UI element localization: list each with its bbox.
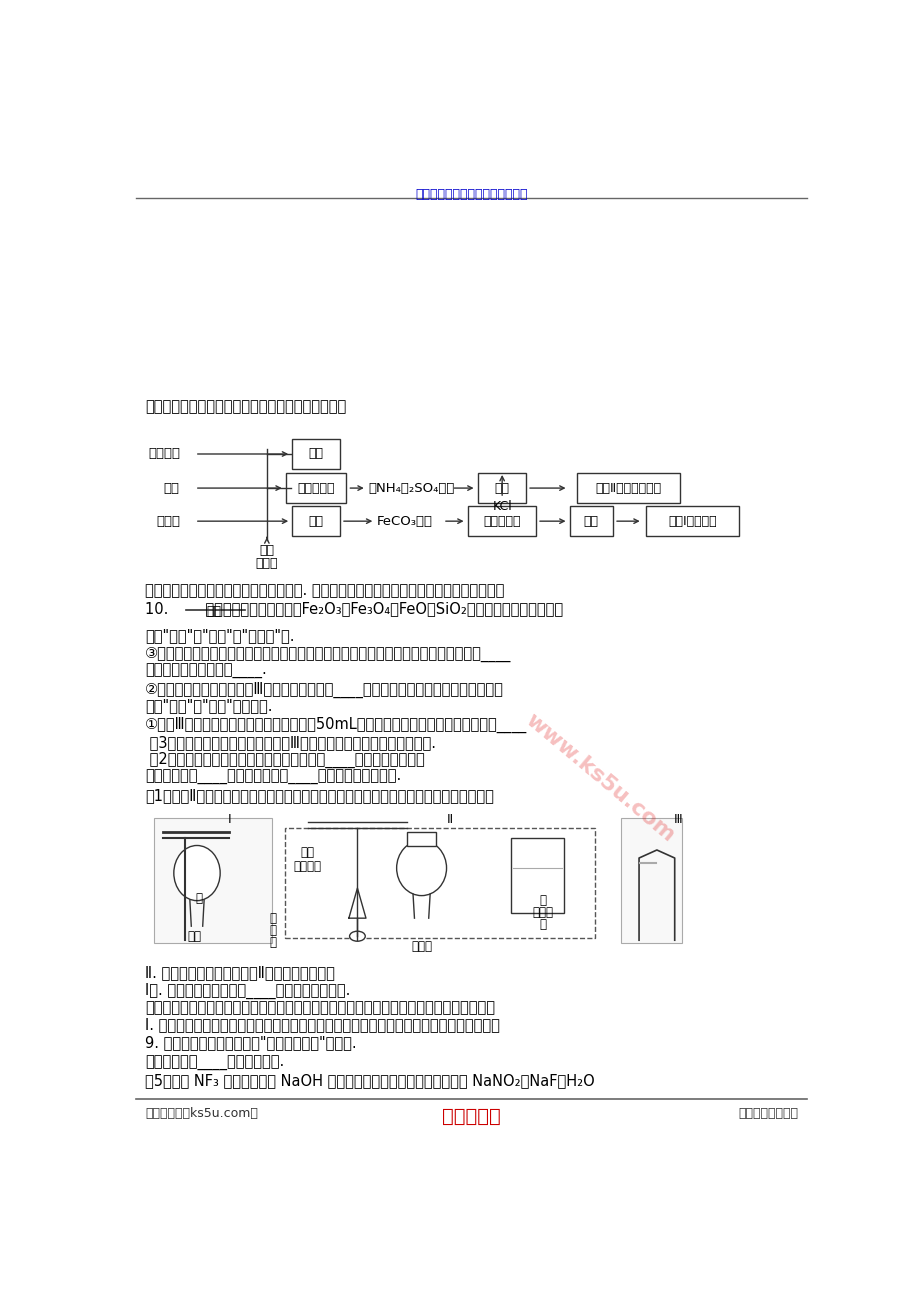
Bar <box>468 506 536 536</box>
Ellipse shape <box>349 931 365 941</box>
Text: （5）一旦 NF₃ 泄漏，可以用 NaOH 溶液喷淋的方法减少污染，其产物除 NaNO₂、NaF、H₂O: （5）一旦 NF₃ 泄漏，可以用 NaOH 溶液喷淋的方法减少污染，其产物除 N… <box>145 1074 594 1088</box>
Text: Ⅲ: Ⅲ <box>674 812 682 825</box>
Bar <box>510 838 563 913</box>
Text: 煅烧: 煅烧 <box>584 514 598 527</box>
Text: （1）按图Ⅱ组装仪器、添加药品，实验开始后，先将浓盐酸插入试管，试管中发生反应的: （1）按图Ⅱ组装仪器、添加药品，实验开始后，先将浓盐酸插入试管，试管中发生反应的 <box>145 788 494 803</box>
Ellipse shape <box>174 845 220 901</box>
Text: （2）点燃酒精灯后，玻璃管中出现的现象是____（至少答出两点）: （2）点燃酒精灯后，玻璃管中出现的现象是____（至少答出两点） <box>145 751 425 768</box>
Text: 产品Ⅰ（铁红）: 产品Ⅰ（铁红） <box>667 514 716 527</box>
Text: 10.        硫铁矿烧渣（主要成分为Fe₂O₃、Fe₃O₄、FeO、SiO₂等）是生产硫酸的工业废: 10. 硫铁矿烧渣（主要成分为Fe₂O₃、Fe₃O₄、FeO、SiO₂等）是生产… <box>145 602 562 616</box>
Bar <box>284 828 595 939</box>
Text: www.ks5u.com: www.ks5u.com <box>521 710 677 846</box>
Bar <box>620 818 681 943</box>
Bar <box>291 439 340 469</box>
Text: 烧渣: 烧渣 <box>259 544 274 557</box>
Bar <box>154 818 272 943</box>
Text: 盐: 盐 <box>269 924 277 937</box>
Text: 酸浸、过滤: 酸浸、过滤 <box>297 482 335 495</box>
Text: 粉末: 粉末 <box>301 846 314 859</box>
Text: Ⅰ: Ⅰ <box>227 812 231 825</box>
Text: 氢氧化: 氢氧化 <box>532 906 552 919</box>
Text: 焙烧: 焙烧 <box>308 514 323 527</box>
Text: 外，还肯定有____（填化学式）.: 外，还肯定有____（填化学式）. <box>145 1056 284 1070</box>
Text: 高温: 高温 <box>206 605 221 618</box>
Bar <box>645 506 738 536</box>
Text: 浓: 浓 <box>539 918 546 931</box>
Text: 您身边的高考专家: 您身边的高考专家 <box>737 1107 797 1120</box>
Text: 9. 甲、乙两同学欲分别完成"钠与氯气反应"的实验.: 9. 甲、乙两同学欲分别完成"钠与氯气反应"的实验. <box>145 1035 357 1051</box>
Text: 已知几种盐的溶解度随温度变化的曲线如下图所示：: 已知几种盐的溶解度随温度变化的曲线如下图所示： <box>145 398 346 414</box>
Text: ①若图Ⅲ所示量气装置由干燥管、乳胶管和50mL滴定管组装而成，此处所用滴定管是____: ①若图Ⅲ所示量气装置由干燥管、乳胶管和50mL滴定管组装而成，此处所用滴定管是_… <box>145 716 527 733</box>
Text: 高考资源网: 高考资源网 <box>442 1107 500 1126</box>
Text: 硫酸: 硫酸 <box>164 482 179 495</box>
Text: 上，用酒精灯微热，待钠熔成球状时，将盛有氯气的集气瓶迅速倒扣在钠的上方（装置如图: 上，用酒精灯微热，待钠熔成球状时，将盛有氯气的集气瓶迅速倒扣在钠的上方（装置如图 <box>145 1000 494 1016</box>
Bar <box>576 473 679 503</box>
Text: （NH₄）₂SO₄溶液: （NH₄）₂SO₄溶液 <box>368 482 454 495</box>
Text: Ⅱ. 乙同学所采用的装置如图Ⅱ，回答下列问题：: Ⅱ. 乙同学所采用的装置如图Ⅱ，回答下列问题： <box>145 965 335 980</box>
Text: KCl: KCl <box>492 500 512 513</box>
Text: Ⅰ. 甲同学的方案为：取一块绿豆大的金属钠（切去氧化层），用滤纸吸净煤油，放在石棉网: Ⅰ. 甲同学的方案为：取一块绿豆大的金属钠（切去氧化层），用滤纸吸净煤油，放在石… <box>145 1017 499 1032</box>
Text: 钠: 钠 <box>539 894 546 907</box>
Text: 高考资源网（ks5u.com）: 高考资源网（ks5u.com） <box>145 1107 257 1120</box>
Bar <box>407 832 436 846</box>
Text: FeCO₃固体: FeCO₃固体 <box>376 514 432 527</box>
Text: 硫铁矿: 硫铁矿 <box>255 557 278 570</box>
Ellipse shape <box>396 841 446 896</box>
Text: Ⅱ: Ⅱ <box>447 812 453 825</box>
Text: Ⅰ）. 该方案的不足之处有____（至少答出两点）.: Ⅰ）. 该方案的不足之处有____（至少答出两点）. <box>145 982 350 999</box>
Text: 碳酸氢铵: 碳酸氢铵 <box>148 448 180 461</box>
Text: （填"偏大"、"偏小"或"无影响"）.: （填"偏大"、"偏小"或"无影响"）. <box>145 629 294 643</box>
Text: 还原剂: 还原剂 <box>156 514 180 527</box>
Text: 合成: 合成 <box>308 448 323 461</box>
Text: ③如果开始读数时操作正确，最后读数时俯视右边滴定管液面，会导致所测气体的体积____: ③如果开始读数时操作正确，最后读数时俯视右边滴定管液面，会导致所测气体的体积__… <box>145 647 511 661</box>
Text: 离子方程式为____；待装置中出现____现象后，点燃酒精灯.: 离子方程式为____；待装置中出现____现象后，点燃酒精灯. <box>145 769 401 785</box>
Text: 氯气: 氯气 <box>187 930 201 943</box>
Text: （填"酸式"或"碱式"）滴定管.: （填"酸式"或"碱式"）滴定管. <box>145 699 272 713</box>
Bar <box>286 473 346 503</box>
Text: 浓: 浓 <box>269 936 277 949</box>
Text: 钠: 钠 <box>195 892 201 905</box>
Text: 洗涤、干燥: 洗涤、干燥 <box>482 514 520 527</box>
Text: 酸: 酸 <box>269 913 277 926</box>
Bar <box>291 506 340 536</box>
Text: 金属钠: 金属钠 <box>411 940 432 953</box>
Text: 高考资源网版权所有，侵权必究！: 高考资源网版权所有，侵权必究！ <box>414 189 528 202</box>
Text: 产品Ⅱ（无氯钾肥）: 产品Ⅱ（无氯钾肥） <box>595 482 661 495</box>
Text: 读数前应进行的操作是____.: 读数前应进行的操作是____. <box>145 664 267 678</box>
Text: （3）乙同学欲将虚框内装置改为图Ⅲ所示装置，并测量多余气体的体积.: （3）乙同学欲将虚框内装置改为图Ⅲ所示装置，并测量多余气体的体积. <box>145 734 436 750</box>
Text: 高锰酸钾: 高锰酸钾 <box>293 861 321 874</box>
Bar <box>569 506 612 536</box>
Bar <box>477 473 526 503</box>
Text: ②为提高测量的准确性，图Ⅲ装置中的液体应用____；收集完气体并冷却至室温后读数，: ②为提高测量的准确性，图Ⅲ装置中的液体应用____；收集完气体并冷却至室温后读数… <box>145 681 504 698</box>
Text: 合成: 合成 <box>494 482 509 495</box>
Text: 渣，其综合利用对环境保护具有现实意义. 利用硫铁矿烧渣制备铁红等产品的实验流程如下：: 渣，其综合利用对环境保护具有现实意义. 利用硫铁矿烧渣制备铁红等产品的实验流程如… <box>145 583 504 599</box>
